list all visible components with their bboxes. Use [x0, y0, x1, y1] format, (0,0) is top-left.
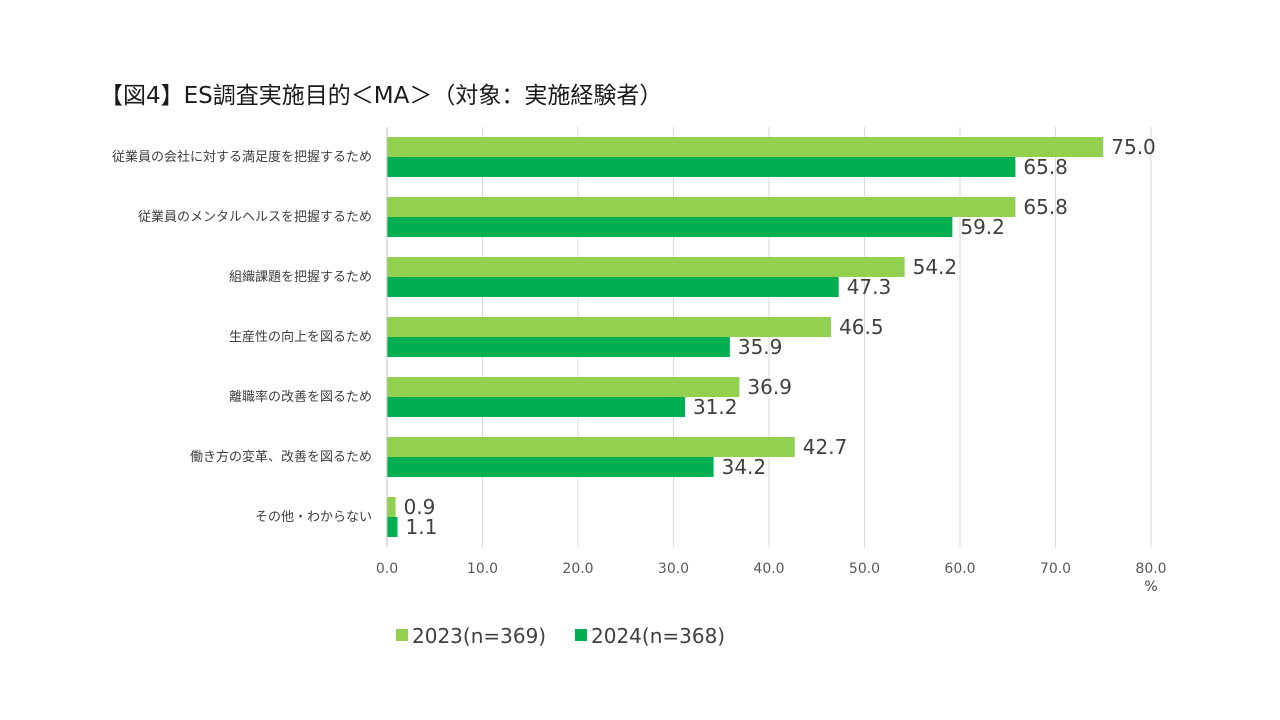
- data-label: 36.9: [747, 375, 792, 399]
- x-tick-label: 80.0: [1135, 561, 1166, 577]
- data-label: 1.1: [406, 515, 438, 539]
- data-label: 65.8: [1023, 195, 1068, 219]
- x-tick-label: 60.0: [944, 561, 975, 577]
- legend: 2023(n=369) 2024(n=368): [396, 624, 725, 648]
- bar-series-1: [387, 137, 1104, 157]
- x-axis-unit: %: [1144, 579, 1157, 595]
- x-tick-label: 30.0: [658, 561, 689, 577]
- category-label: 生産性の向上を図るため: [229, 329, 372, 345]
- data-label: 35.9: [738, 335, 783, 359]
- data-label: 0.9: [404, 495, 436, 519]
- data-label: 34.2: [722, 455, 767, 479]
- data-label: 31.2: [693, 395, 738, 419]
- x-tick-label: 10.0: [467, 561, 498, 577]
- data-label: 54.2: [913, 255, 958, 279]
- category-label: 従業員の会社に対する満足度を把握するため: [112, 149, 372, 165]
- x-tick-label: 0.0: [376, 561, 398, 577]
- category-label: 従業員のメンタルヘルスを把握するため: [138, 209, 372, 225]
- data-label: 46.5: [839, 315, 884, 339]
- labels-layer: 従業員の会社に対する満足度を把握するため 75.0 65.8 従業員のメンタルヘルスを…: [112, 135, 1156, 539]
- bar-series-1: [387, 197, 1016, 217]
- bar-series-1: [387, 317, 832, 337]
- bar-series-2: [387, 157, 1016, 177]
- bar-series-1: [387, 257, 905, 277]
- data-label: 42.7: [803, 435, 848, 459]
- bar-series-1: [387, 437, 795, 457]
- bars-layer: [387, 137, 1104, 537]
- x-tick-label: 50.0: [849, 561, 880, 577]
- bar-series-1: [387, 377, 740, 397]
- legend-label: 2024(n=368): [591, 624, 725, 648]
- bar-series-2: [387, 517, 398, 537]
- bar-series-1: [387, 497, 396, 517]
- legend-swatch: [575, 629, 587, 641]
- data-label: 59.2: [960, 215, 1005, 239]
- data-label: 75.0: [1111, 135, 1156, 159]
- category-label: 組織課題を把握するため: [229, 269, 372, 285]
- bar-series-2: [387, 217, 953, 237]
- category-label: その他・わからない: [255, 510, 372, 525]
- axis-layer: 0.0 10.0 20.0 30.0 40.0 50.0 60.0 70.0 80.0: [376, 127, 1167, 577]
- category-label: 働き方の変革、改善を図るため: [190, 449, 372, 465]
- x-tick-label: 40.0: [753, 561, 784, 577]
- bar-series-2: [387, 277, 839, 297]
- data-label: 47.3: [847, 275, 892, 299]
- x-tick-label: 70.0: [1040, 561, 1071, 577]
- chart-title: 【図4】ES調査実施目的＜MA＞（対象：実施経験者）: [100, 83, 662, 109]
- legend-label: 2023(n=369): [412, 624, 546, 648]
- data-label: 65.8: [1023, 155, 1068, 179]
- bar-series-2: [387, 457, 714, 477]
- bar-series-2: [387, 397, 685, 417]
- category-label: 離職率の改善を図るため: [229, 389, 372, 405]
- bar-series-2: [387, 337, 730, 357]
- x-tick-label: 20.0: [562, 561, 593, 577]
- legend-swatch: [396, 629, 408, 641]
